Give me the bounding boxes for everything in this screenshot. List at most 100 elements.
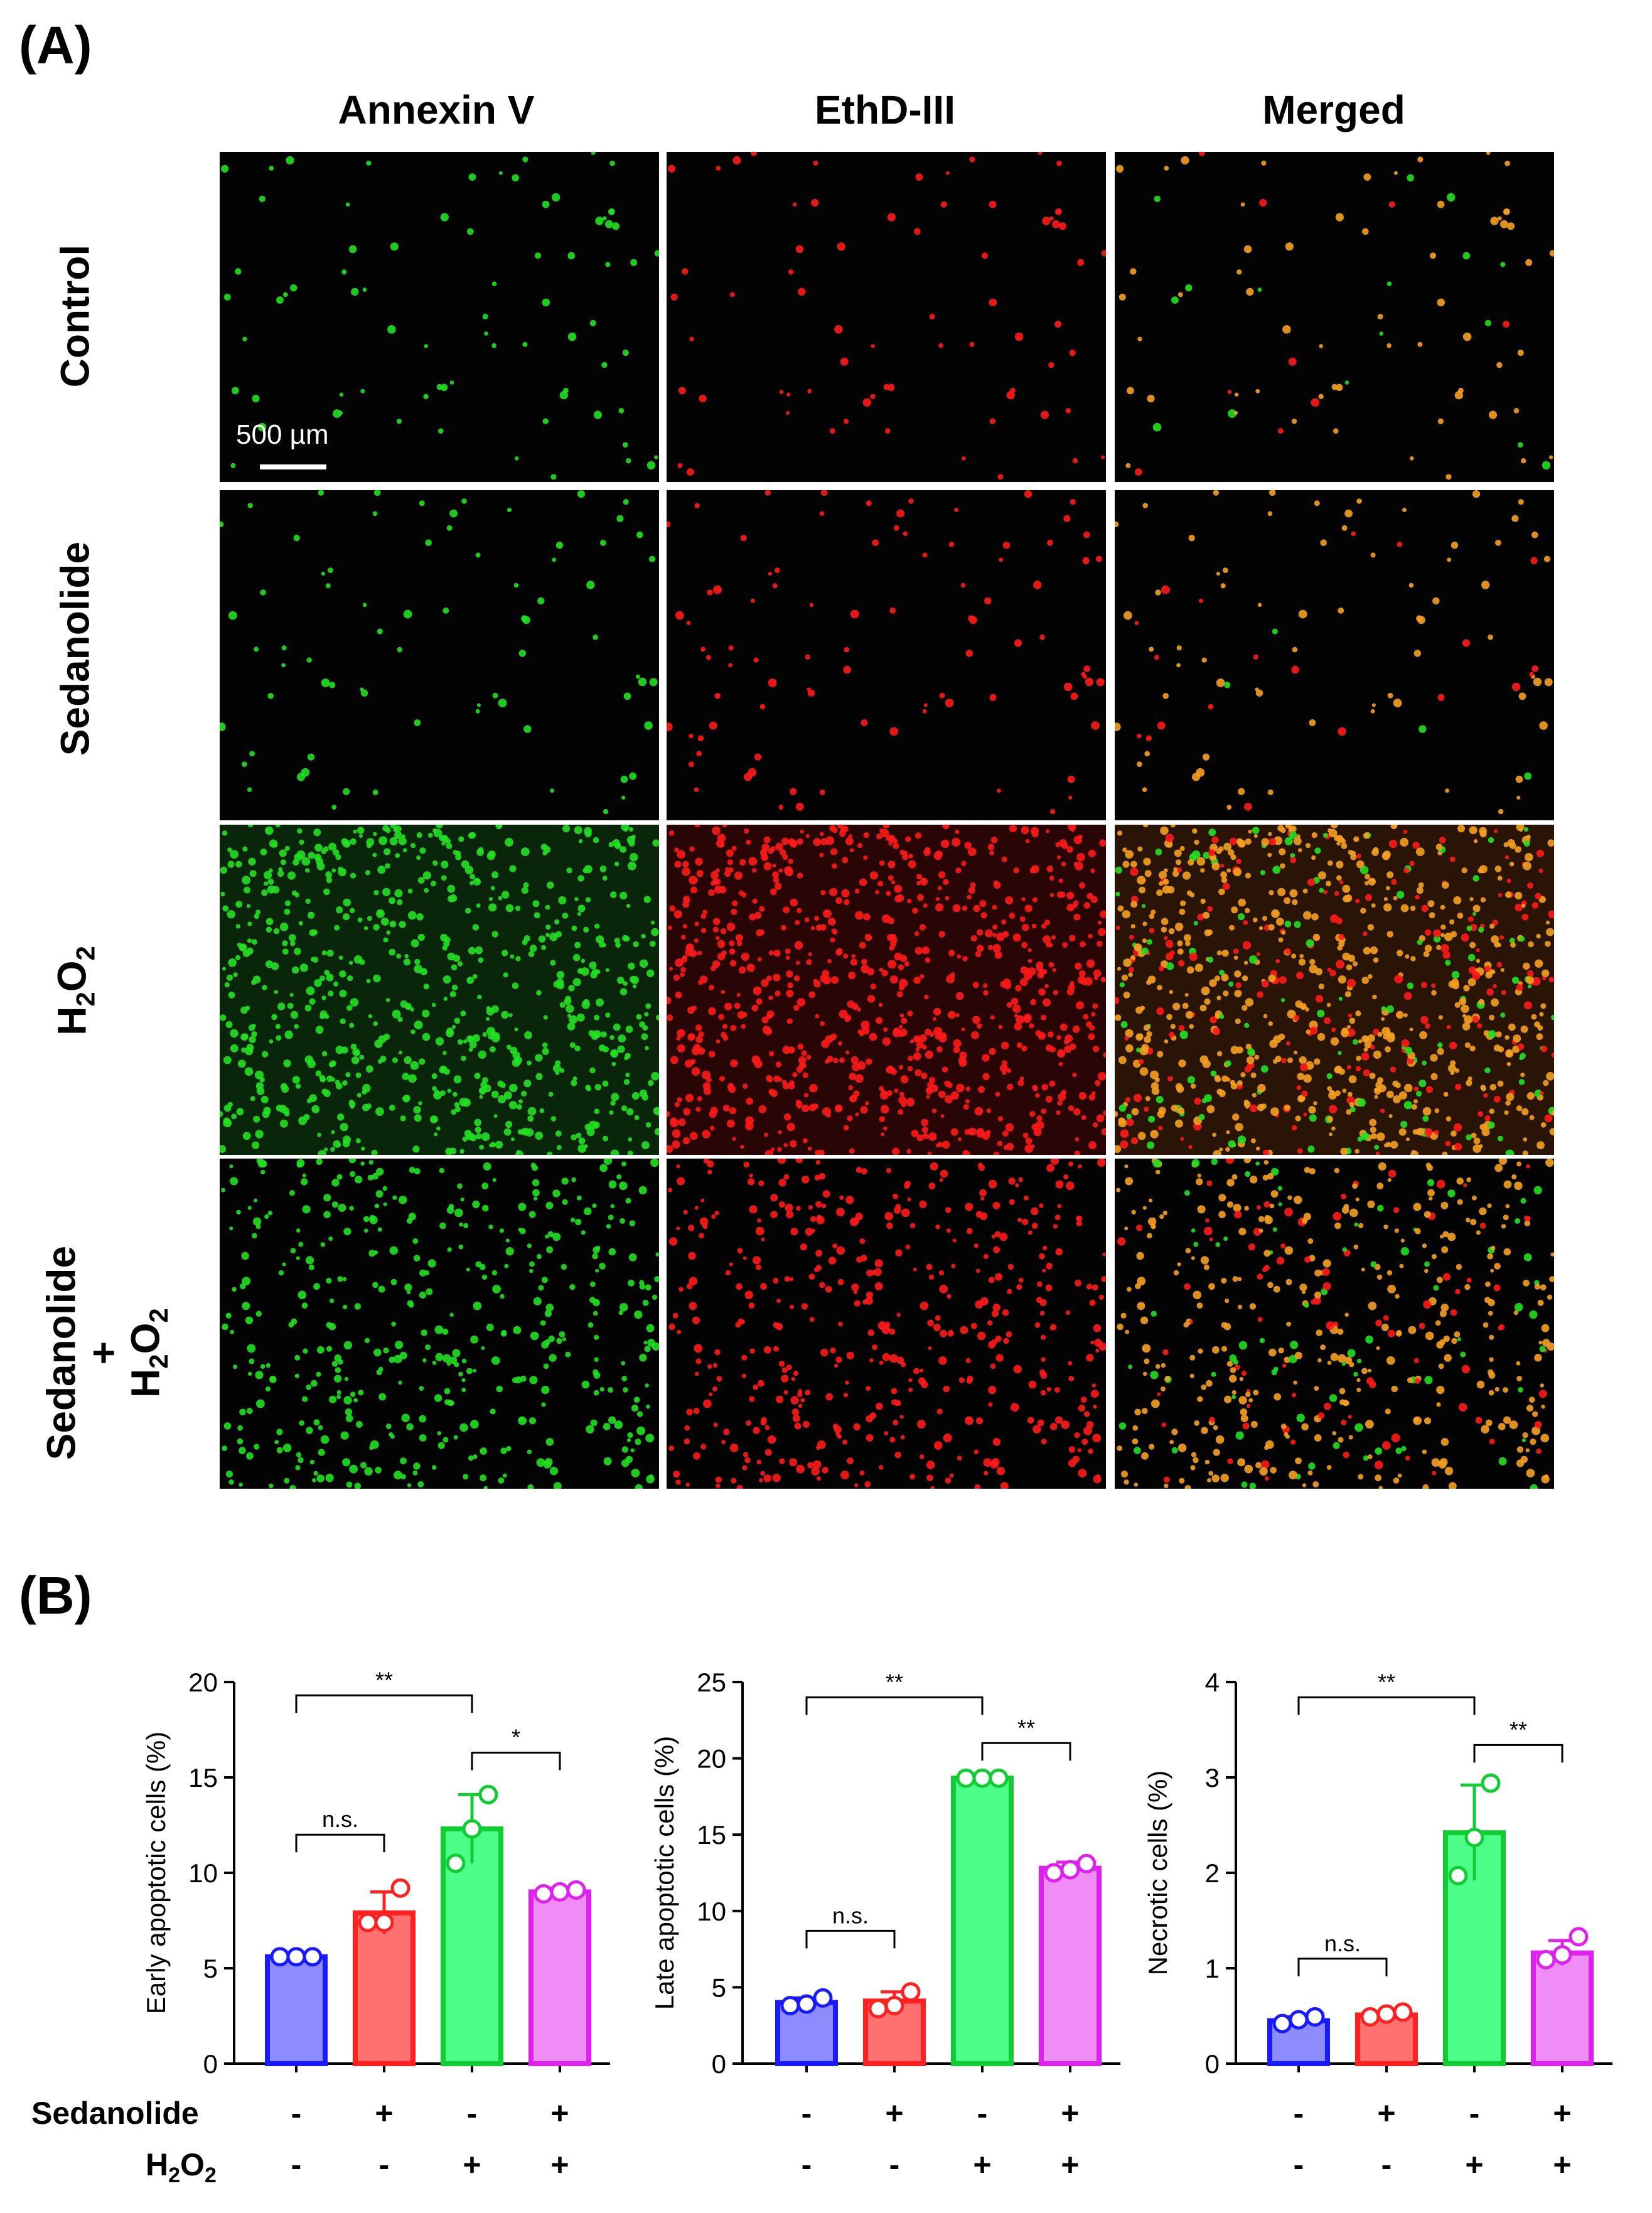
factor-sign: - bbox=[466, 2096, 478, 2131]
factor-sign: - bbox=[977, 2096, 988, 2131]
micrograph-tile bbox=[1115, 490, 1554, 820]
y-tick-label: 2 bbox=[1205, 1858, 1220, 1888]
data-point bbox=[550, 1882, 570, 1902]
factor-sign: - bbox=[291, 2147, 302, 2182]
y-tick-label: 10 bbox=[188, 1858, 218, 1888]
data-point bbox=[780, 1996, 800, 2016]
y-tick-label: 4 bbox=[1205, 1668, 1220, 1697]
factor-sign: - bbox=[1293, 2147, 1304, 2182]
bar bbox=[353, 1910, 416, 2067]
y-tick-label: 15 bbox=[188, 1763, 218, 1792]
y-axis-label: Late apoptotic cells (%) bbox=[650, 1736, 679, 2010]
significance-label: * bbox=[512, 1724, 520, 1750]
significance-label: ** bbox=[375, 1667, 393, 1693]
data-point bbox=[1289, 2010, 1309, 2030]
column-header-annexin: Annexin V bbox=[338, 87, 535, 132]
micrograph-tile bbox=[220, 490, 659, 820]
data-point bbox=[868, 1998, 888, 2018]
y-tick-label: 15 bbox=[697, 1820, 726, 1850]
micrograph-tile bbox=[1115, 825, 1554, 1155]
factor-sign: + bbox=[463, 2147, 481, 2182]
scale-bar-label: 500 µm bbox=[236, 419, 329, 450]
factor-sign: + bbox=[550, 2147, 569, 2182]
factor-sign: + bbox=[885, 2096, 904, 2131]
y-tick-label: 1 bbox=[1205, 1954, 1220, 1983]
factor-sign: - bbox=[801, 2147, 812, 2182]
micrograph-tile bbox=[1115, 1159, 1554, 1489]
data-point bbox=[1360, 2007, 1380, 2027]
y-tick-label: 10 bbox=[697, 1897, 726, 1926]
y-tick-label: 5 bbox=[203, 1954, 218, 1983]
factor-sign: - bbox=[378, 2147, 390, 2182]
factor-sign: + bbox=[375, 2096, 394, 2131]
bar bbox=[528, 1889, 591, 2066]
factor-label-h2o2: H2O2 bbox=[146, 2147, 217, 2187]
data-point bbox=[972, 1768, 992, 1788]
data-point bbox=[374, 1912, 394, 1932]
factor-sign: - bbox=[291, 2096, 302, 2131]
y-tick-label: 20 bbox=[697, 1744, 726, 1774]
micrograph-tile bbox=[1115, 152, 1554, 482]
column-header-ethd: EthD-III bbox=[815, 87, 955, 132]
data-point bbox=[1076, 1853, 1097, 1873]
micrograph-tile bbox=[667, 1159, 1106, 1489]
significance-label: ** bbox=[1510, 1717, 1527, 1742]
scale-bar bbox=[260, 464, 326, 469]
data-point bbox=[446, 1853, 466, 1873]
data-point bbox=[270, 1947, 290, 1967]
factor-sign: + bbox=[550, 2096, 569, 2131]
data-point bbox=[1552, 1945, 1572, 1965]
data-point bbox=[884, 1996, 904, 2016]
bar bbox=[951, 1776, 1014, 2067]
data-point bbox=[303, 1947, 323, 1967]
data-point bbox=[390, 1878, 410, 1898]
factor-sign: + bbox=[1465, 2147, 1484, 2182]
factor-sign: - bbox=[801, 2096, 812, 2131]
significance-label: n.s. bbox=[1324, 1931, 1361, 1956]
significance-bracket bbox=[805, 1696, 984, 1715]
micrograph-tile bbox=[220, 152, 659, 482]
factor-sign: - bbox=[1381, 2147, 1392, 2182]
significance-label: ** bbox=[1378, 1669, 1395, 1695]
data-point bbox=[956, 1768, 976, 1788]
y-axis-label: Necrotic cells (%) bbox=[1143, 1771, 1172, 1976]
data-point bbox=[1305, 2007, 1325, 2027]
significance-bracket bbox=[805, 1929, 896, 1949]
significance-bracket bbox=[981, 1742, 1071, 1761]
data-point bbox=[1060, 1860, 1080, 1880]
factor-sign: + bbox=[1553, 2147, 1572, 2182]
micrograph-tile bbox=[667, 825, 1106, 1155]
bar bbox=[265, 1954, 328, 2067]
significance-label: ** bbox=[886, 1669, 903, 1695]
significance-bracket bbox=[295, 1833, 385, 1853]
panel-a-letter: (A) bbox=[19, 16, 92, 75]
y-axis-label: Early apoptotic cells (%) bbox=[141, 1732, 171, 2015]
bar bbox=[1531, 1950, 1594, 2066]
data-point bbox=[286, 1947, 306, 1967]
data-point bbox=[462, 1819, 482, 1839]
data-point bbox=[478, 1784, 498, 1804]
factor-label-sedanolide: Sedanolide bbox=[31, 2096, 199, 2131]
factor-sign: - bbox=[1469, 2096, 1480, 2131]
factor-sign: - bbox=[1293, 2096, 1304, 2131]
significance-bracket bbox=[471, 1751, 561, 1771]
data-point bbox=[813, 1988, 833, 2008]
y-tick-label: 0 bbox=[203, 2049, 218, 2079]
data-point bbox=[358, 1912, 378, 1932]
micrograph-tile bbox=[220, 825, 659, 1155]
data-point bbox=[1393, 2002, 1413, 2022]
data-point bbox=[1536, 1949, 1556, 1969]
significance-bracket bbox=[1473, 1744, 1564, 1763]
y-tick-label: 5 bbox=[712, 1973, 726, 2002]
micrograph-tile bbox=[220, 1159, 659, 1489]
y-tick-label: 0 bbox=[1205, 2049, 1220, 2079]
data-point bbox=[796, 1994, 817, 2014]
data-point bbox=[1569, 1927, 1589, 1947]
significance-label: n.s. bbox=[832, 1902, 869, 1928]
data-point bbox=[1481, 1773, 1501, 1793]
factor-sign: + bbox=[1061, 2096, 1080, 2131]
panel-b-letter: (B) bbox=[19, 1566, 92, 1625]
significance-label: n.s. bbox=[322, 1806, 358, 1832]
micrograph-tile bbox=[667, 490, 1106, 820]
